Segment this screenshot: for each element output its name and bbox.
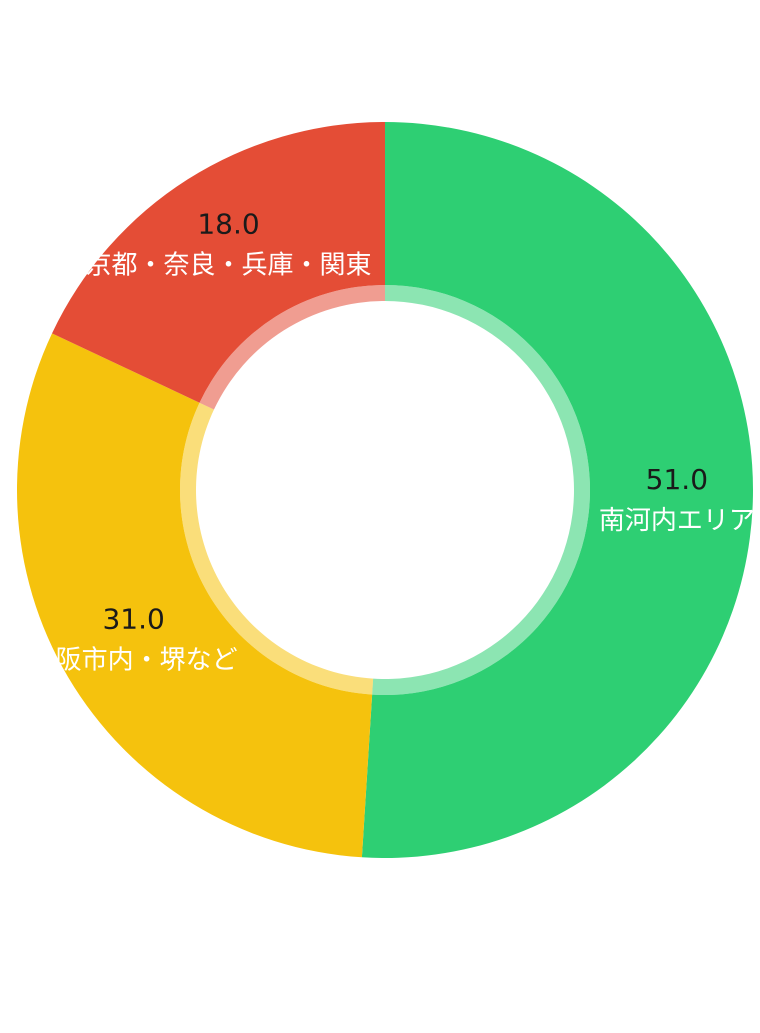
value-label-osaka-sakai: 31.0 <box>102 603 164 636</box>
donut-labels: 51.0 南河内エリア 31.0 大阪市内・堺など 18.0 京都・奈良・兵庫・関東 <box>30 207 755 675</box>
donut-inner-ring <box>179 285 591 695</box>
category-label-south-kawachi: 南河内エリア <box>599 506 755 536</box>
slice-kyoto-nara-hyogo-kanto <box>52 122 385 403</box>
slice-south-kawachi <box>361 122 753 858</box>
inner-ring-kyoto-nara-hyogo-kanto <box>199 285 385 410</box>
value-label-south-kawachi: 51.0 <box>646 463 708 496</box>
value-label-kyoto-nara-hyogo-kanto: 18.0 <box>197 207 259 240</box>
donut-slices <box>16 122 753 858</box>
slice-osaka-sakai <box>16 333 373 858</box>
category-label-kyoto-nara-hyogo-kanto: 京都・奈良・兵庫・関東 <box>86 250 372 280</box>
inner-ring-osaka-sakai <box>179 402 374 695</box>
category-label-osaka-sakai: 大阪市内・堺など <box>30 646 238 676</box>
